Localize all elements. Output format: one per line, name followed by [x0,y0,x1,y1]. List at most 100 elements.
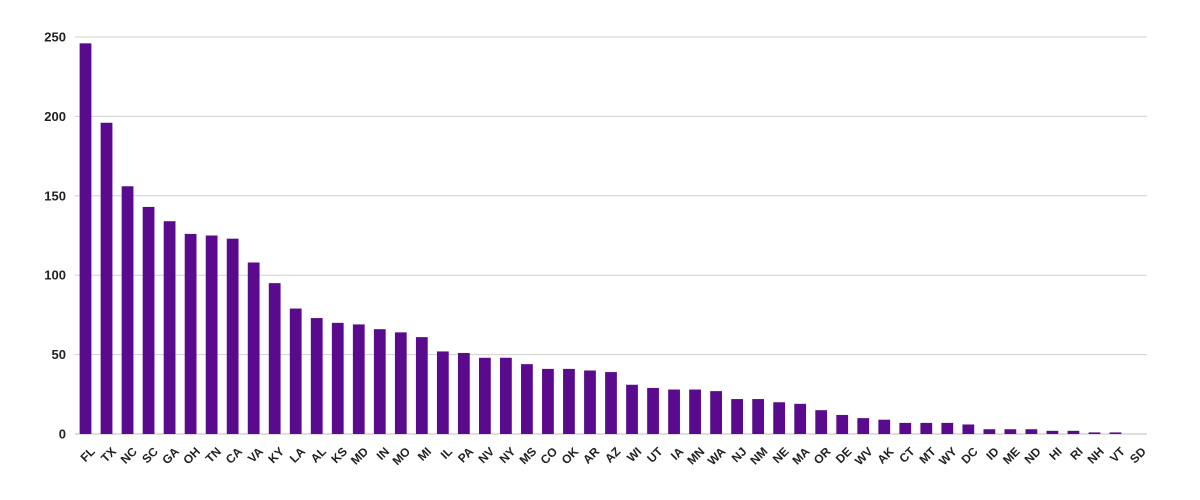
bar-md [352,324,365,434]
bar-ne [773,402,786,434]
y-tick-label: 0 [59,427,66,442]
y-axis: 0 50 100 150 200 250 [44,30,66,442]
bar-ca [226,238,239,434]
bar-tn [205,235,218,434]
bar-mo [394,332,407,434]
y-tick-label: 50 [52,347,66,362]
bar-nc [121,186,134,434]
x-tick-label-ny: NY [497,444,519,466]
x-tick-label-ct: CT [896,444,918,466]
bar-la [289,308,302,434]
x-tick-label-or: OR [811,444,834,467]
bar-ak [878,419,891,434]
bar-ia [668,389,680,434]
bar-de [836,414,849,434]
x-tick-label-sc: SC [139,444,161,466]
bar-ma [794,403,807,434]
bar-ut [647,387,659,434]
x-tick-label-il: IL [438,444,455,461]
bar-vt [1109,432,1122,434]
x-tick-label-az: AZ [602,444,623,465]
bar-wv [857,418,870,434]
x-tick-label-ar: AR [580,444,602,466]
x-tick-label-wi: WI [624,444,644,464]
x-tick-label-pa: PA [455,444,476,465]
bar-sc [142,206,155,434]
x-tick-label-oh: OH [180,444,203,467]
bar-id [983,429,996,434]
bar-nh [1088,432,1101,434]
x-tick-label-tx: TX [98,444,119,465]
x-tick-label-ak: AK [874,444,896,466]
bar-oh [184,233,197,434]
x-tick-label-mi: MI [415,444,434,463]
x-tick-label-dc: DC [959,444,981,466]
x-tick-label-al: AL [308,444,329,465]
x-tick-label-vt: VT [1107,444,1128,465]
bar-ct [899,422,912,434]
x-tick-label-id: ID [983,444,1002,463]
x-tick-label-va: VA [245,444,266,465]
y-tick-label: 100 [44,268,66,283]
bar-me [1004,429,1017,434]
x-tick-label-la: LA [287,444,308,465]
x-tick-label-ks: KS [328,444,350,466]
bar-ga [163,221,176,434]
x-tick-label-ga: GA [159,444,182,467]
bar-dc [962,424,975,434]
bar-or [815,410,828,434]
x-tick-label-ne: NE [770,444,792,466]
bar-mt [920,422,933,434]
x-tick-label-wy: WY [936,444,960,468]
x-tick-label-co: CO [538,444,561,467]
bar-wa [710,391,722,434]
x-tick-label-me: ME [1000,444,1023,467]
x-tick-label-nv: NV [476,444,498,466]
bar-al [310,318,323,434]
bar-ms [521,364,533,434]
x-tick-label-ms: MS [517,444,540,467]
bar-va [247,262,260,434]
x-tick-label-nc: NC [118,444,140,466]
bar-pa [457,353,470,434]
x-tick-label-md: MD [348,444,371,467]
bar-ks [331,322,344,434]
bar-nj [731,399,744,434]
bar-mn [689,389,701,434]
bar-nm [752,399,765,434]
x-tick-label-nd: ND [1022,444,1044,466]
x-tick-label-sd: SD [1127,444,1149,466]
x-tick-label-ri: RI [1067,444,1085,462]
bar-ri [1067,430,1080,434]
bar-il [436,351,449,434]
bar-nd [1025,429,1038,434]
x-tick-label-ca: CA [223,444,245,466]
x-tick-label-ut: UT [644,444,666,466]
y-tick-label: 250 [44,30,66,45]
bar-wi [626,384,638,434]
x-tick-label-mo: MO [390,444,414,468]
x-tick-label-ok: OK [559,444,582,467]
x-tick-label-nj: NJ [729,444,750,465]
x-tick-label-in: IN [374,444,392,462]
bar-ar [584,370,596,434]
y-tick-label: 200 [44,109,66,124]
x-tick-label-ma: MA [789,444,812,467]
bar-ny [500,357,512,434]
y-tick-label: 150 [44,188,66,203]
x-tick-label-nm: NM [747,444,770,467]
bar-hi [1046,430,1059,434]
x-tick-label-ky: KY [265,444,287,466]
bar-mi [415,337,428,434]
x-tick-label-ia: IA [668,444,687,463]
x-tick-label-nh: NH [1085,444,1107,466]
bar-in [373,329,386,434]
x-tick-label-mt: MT [916,444,939,467]
bar-az [605,372,617,434]
x-tick-label-tn: TN [203,444,224,465]
bar-nv [478,357,491,434]
bar-tx [100,122,113,434]
